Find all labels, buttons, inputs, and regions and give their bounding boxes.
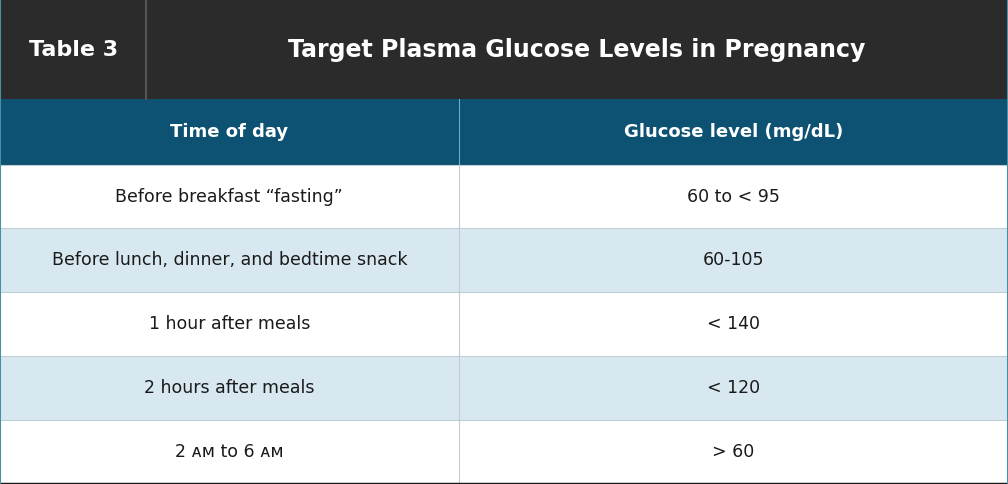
Bar (0, 99, 1008, 165)
Bar (0, 356, 1008, 420)
Bar (0, 0, 1008, 99)
Text: < 140: < 140 (707, 315, 760, 333)
Text: 60-105: 60-105 (703, 251, 764, 270)
Text: < 120: < 120 (707, 379, 760, 397)
Text: Glucose level (mg/dL): Glucose level (mg/dL) (624, 123, 843, 141)
Text: Time of day: Time of day (170, 123, 288, 141)
Bar (0, 420, 1008, 484)
Text: 1 hour after meals: 1 hour after meals (148, 315, 310, 333)
Bar (0, 165, 1008, 228)
Text: > 60: > 60 (713, 443, 754, 461)
Text: 2 hours after meals: 2 hours after meals (144, 379, 314, 397)
Text: Target Plasma Glucose Levels in Pregnancy: Target Plasma Glucose Levels in Pregnanc… (288, 38, 866, 61)
Text: 2 ᴀᴍ to 6 ᴀᴍ: 2 ᴀᴍ to 6 ᴀᴍ (175, 443, 283, 461)
Bar (0, 292, 1008, 356)
Text: 60 to < 95: 60 to < 95 (686, 187, 780, 206)
Text: Table 3: Table 3 (28, 40, 118, 60)
Text: Before lunch, dinner, and bedtime snack: Before lunch, dinner, and bedtime snack (51, 251, 407, 270)
Bar (0, 228, 1008, 292)
Text: Before breakfast “fasting”: Before breakfast “fasting” (116, 187, 343, 206)
